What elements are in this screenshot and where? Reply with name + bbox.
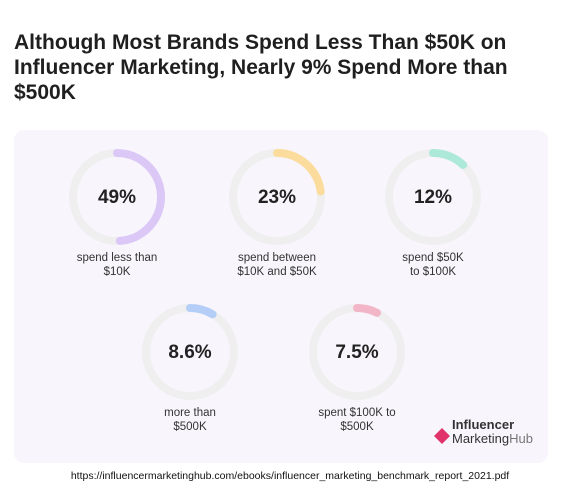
chart-title: Although Most Brands Spend Less Than $50… (14, 31, 508, 104)
value-label: 12% (414, 187, 452, 208)
logo-top: Influencer (452, 417, 515, 432)
panel (14, 130, 548, 463)
gauge-arc (273, 149, 325, 196)
category-label: more than $500K (164, 407, 216, 433)
value-label: 7.5% (335, 342, 378, 363)
category-label: spend $50K to $100K (402, 252, 464, 278)
gauge-arc (113, 149, 165, 245)
category-label: spent $100K to $500K (318, 407, 396, 433)
gauge-arc (429, 149, 468, 169)
source: https://influencermarketinghub.com/ebook… (70, 470, 510, 482)
value-label: 49% (98, 187, 136, 208)
value-label: 23% (258, 187, 296, 208)
logo-icon (434, 428, 450, 444)
logo-suffix: Hub (509, 431, 533, 446)
logo-bottom: Marketing (452, 431, 510, 446)
logo: Influencer MarketingHub (452, 418, 533, 446)
gauge-arc (353, 304, 381, 317)
gauge-arc (186, 304, 217, 319)
value-label: 8.6% (168, 342, 211, 363)
category-label: spend between $10K and $50K (237, 252, 317, 278)
category-label: spend less than $10K (76, 252, 158, 278)
